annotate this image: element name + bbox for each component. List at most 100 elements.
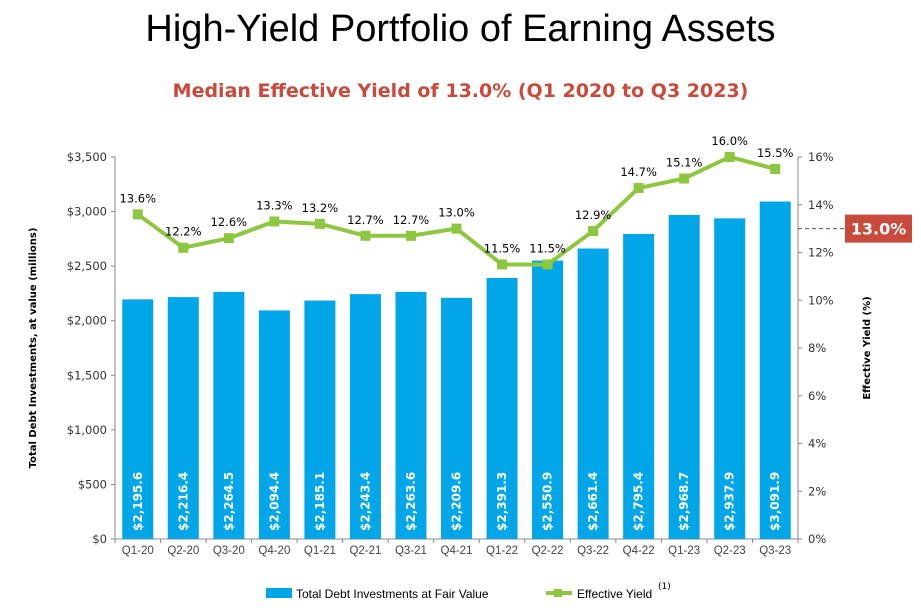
- right-tick-label: 0%: [808, 532, 826, 546]
- left-tick-label: $3,000: [67, 205, 107, 219]
- chart-title: High-Yield Portfolio of Earning Assets: [145, 8, 776, 50]
- x-tick-label: Q4-20: [258, 545, 290, 557]
- bar: [122, 299, 154, 539]
- yield-point: [269, 216, 280, 227]
- yield-point: [223, 233, 234, 244]
- x-tick-label: Q3-20: [213, 545, 245, 557]
- yield-value-label: 13.6%: [119, 191, 156, 205]
- bar-value-label: $2,968.7: [677, 472, 691, 531]
- yield-value-label: 13.3%: [256, 198, 293, 212]
- x-tick-label: Q1-21: [304, 545, 336, 557]
- bar: [213, 291, 245, 539]
- yield-point: [451, 223, 462, 234]
- yield-point: [405, 230, 416, 241]
- bar-value-label: $2,094.4: [267, 472, 281, 531]
- left-tick-label: $0: [92, 532, 107, 546]
- yield-value-label: 12.7%: [347, 213, 384, 227]
- bar: [486, 278, 518, 539]
- left-tick-label: $500: [78, 477, 107, 491]
- yield-point: [314, 218, 325, 229]
- median-badge: [845, 214, 912, 243]
- bar-value-label: $2,391.3: [495, 472, 509, 531]
- bar: [668, 214, 700, 539]
- x-tick-label: Q3-23: [759, 545, 791, 557]
- right-tick-label: 14%: [808, 198, 834, 212]
- yield-point: [633, 183, 644, 194]
- bar: [623, 233, 655, 540]
- left-tick-label: $2,500: [67, 259, 107, 273]
- bar: [395, 291, 427, 539]
- right-tick-label: 12%: [808, 246, 834, 260]
- legend-swatch-marker: [554, 589, 562, 597]
- yield-point: [178, 242, 189, 253]
- legend-swatch-bar: [266, 588, 292, 598]
- yield-point: [360, 230, 371, 241]
- yield-value-label: 12.9%: [575, 208, 612, 222]
- yield-point: [679, 173, 690, 184]
- left-tick-label: $2,000: [67, 314, 107, 328]
- yield-value-label: 11.5%: [484, 241, 521, 255]
- bar: [532, 260, 564, 539]
- yield-value-label: 12.6%: [211, 215, 248, 229]
- right-tick-label: 10%: [808, 293, 834, 307]
- yield-value-label: 15.5%: [757, 146, 794, 160]
- x-tick-label: Q2-22: [532, 545, 564, 557]
- bar: [167, 297, 199, 539]
- bar-value-label: $2,550.9: [541, 472, 555, 531]
- bar: [714, 218, 746, 540]
- bar-value-label: $2,661.4: [586, 472, 600, 531]
- yield-point: [588, 226, 599, 237]
- bar: [258, 310, 290, 539]
- legend-label-bar: Total Debt Investments at Fair Value: [296, 587, 489, 601]
- bar: [441, 297, 472, 539]
- yield-point: [724, 152, 735, 162]
- yield-value-label: 15.1%: [666, 155, 703, 169]
- left-tick-label: $1,500: [67, 368, 107, 382]
- x-tick-label: Q4-22: [623, 545, 655, 557]
- yield-value-label: 14.7%: [620, 165, 657, 179]
- x-tick-label: Q1-20: [122, 545, 154, 557]
- yield-value-label: 12.7%: [393, 213, 430, 227]
- bar-value-label: $2,263.6: [404, 472, 418, 531]
- chart-subtitle: Median Effective Yield of 13.0% (Q1 2020…: [172, 80, 749, 102]
- x-tick-label: Q2-23: [714, 545, 746, 557]
- right-tick-label: 4%: [808, 437, 826, 451]
- yield-point: [542, 259, 553, 270]
- legend-label-line: Effective Yield: [577, 587, 652, 601]
- x-tick-label: Q3-21: [395, 545, 427, 557]
- x-tick-label: Q3-22: [577, 545, 609, 557]
- yield-value-label: 12.2%: [165, 225, 202, 239]
- right-tick-label: 6%: [808, 389, 826, 403]
- yield-value-label: 13.2%: [302, 201, 339, 215]
- median-badge-label: 13.0%: [851, 220, 907, 239]
- yield-point: [770, 163, 781, 174]
- bar-value-label: $2,795.4: [632, 472, 646, 531]
- legend-footnote-marker: (1): [658, 582, 671, 592]
- yield-value-label: 11.5%: [529, 241, 566, 255]
- y2-axis-label: Effective Yield (%): [862, 296, 873, 399]
- right-tick-label: 8%: [808, 341, 826, 355]
- yield-value-label: 16.0%: [711, 134, 748, 148]
- bar-value-label: $3,091.9: [768, 472, 782, 531]
- bar-value-label: $2,195.6: [131, 472, 145, 531]
- x-tick-label: Q1-22: [486, 545, 518, 557]
- x-tick-label: Q4-21: [441, 545, 473, 557]
- bar-value-label: $2,264.5: [222, 472, 236, 531]
- yield-point: [132, 209, 143, 220]
- left-tick-label: $1,000: [67, 423, 107, 437]
- bar-value-label: $2,243.4: [358, 472, 372, 531]
- bar: [349, 294, 381, 539]
- left-tick-label: $3,500: [67, 150, 107, 164]
- x-tick-label: Q2-20: [167, 545, 199, 557]
- yield-value-label: 13.0%: [438, 206, 475, 220]
- yield-point: [497, 259, 508, 270]
- bar-value-label: $2,209.6: [450, 472, 464, 531]
- right-tick-label: 16%: [808, 150, 834, 164]
- x-tick-label: Q1-23: [668, 545, 700, 557]
- bar: [304, 300, 336, 539]
- bar-value-label: $2,216.4: [176, 472, 190, 531]
- x-tick-label: Q2-21: [349, 545, 381, 557]
- y-axis-label: Total Debt Investments, at value (millio…: [28, 228, 39, 469]
